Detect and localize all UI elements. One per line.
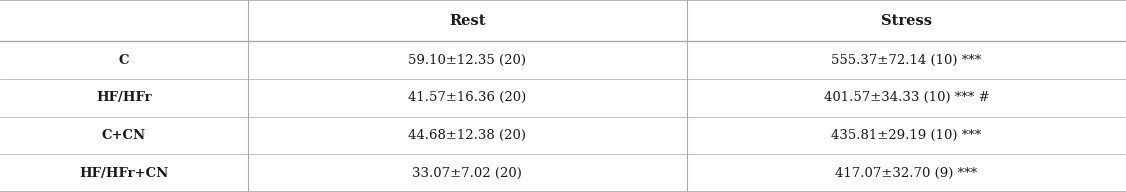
Text: 41.57±16.36 (20): 41.57±16.36 (20): [408, 91, 527, 104]
Text: HF/HFr+CN: HF/HFr+CN: [79, 167, 169, 180]
Text: 33.07±7.02 (20): 33.07±7.02 (20): [412, 167, 522, 180]
Text: 555.37±72.14 (10) ***: 555.37±72.14 (10) ***: [831, 54, 982, 67]
Text: HF/HFr: HF/HFr: [96, 91, 152, 104]
Text: 435.81±29.19 (10) ***: 435.81±29.19 (10) ***: [831, 129, 982, 142]
Text: Rest: Rest: [449, 14, 485, 28]
Text: 59.10±12.35 (20): 59.10±12.35 (20): [409, 54, 526, 67]
Text: 44.68±12.38 (20): 44.68±12.38 (20): [409, 129, 526, 142]
Text: 417.07±32.70 (9) ***: 417.07±32.70 (9) ***: [835, 167, 977, 180]
Text: C+CN: C+CN: [101, 129, 146, 142]
Text: Stress: Stress: [881, 14, 932, 28]
Text: C: C: [118, 54, 129, 67]
Text: 401.57±34.33 (10) *** #: 401.57±34.33 (10) *** #: [823, 91, 990, 104]
